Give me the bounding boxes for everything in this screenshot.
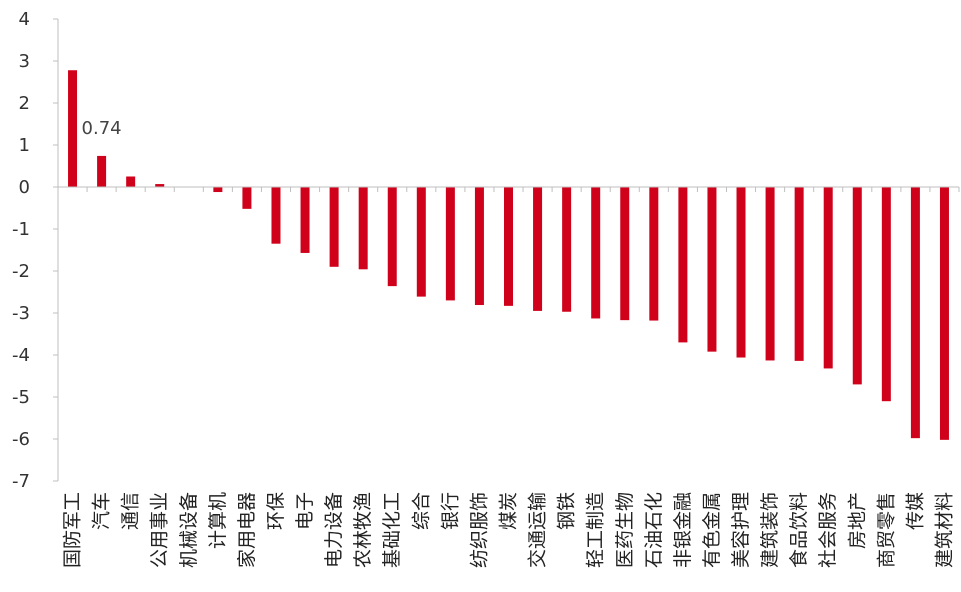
bar [155,184,165,187]
y-tick-label: -2 [12,261,30,282]
bar [794,187,804,361]
bar [533,187,543,311]
x-category-label: 国防军工 [62,492,84,568]
y-tick-label: -5 [12,387,30,408]
y-tick-label: 3 [19,51,30,72]
bar [707,187,717,352]
bar [329,187,339,267]
bar [852,187,862,385]
y-tick-label: 1 [19,135,30,156]
bar [939,187,949,440]
y-tick-label: -3 [12,303,30,324]
bars [68,70,949,440]
bar [591,187,601,319]
x-category-label: 建筑材料 [933,492,955,568]
y-tick-label: 0 [19,177,30,198]
x-category-label: 计算机 [207,492,229,549]
x-category-label: 房地产 [846,492,868,549]
x-category-label: 机械设备 [178,492,200,568]
x-category-label: 银行 [439,492,461,530]
y-tick-label: -4 [12,345,30,366]
y-tick-label: 4 [19,9,30,30]
bar [474,187,484,306]
bar [300,187,310,253]
bar [387,187,397,287]
bar [271,187,281,244]
bar [649,187,659,321]
x-category-label: 电子 [294,492,316,530]
x-category-label: 综合 [410,492,432,530]
y-tick-label: 2 [19,93,30,114]
x-category-label: 食品饮料 [788,492,810,568]
x-category-label: 纺织服饰 [468,492,490,568]
x-category-label: 汽车 [91,492,113,530]
bar [97,155,107,187]
bar [620,187,630,321]
bar [678,187,688,343]
bar [213,187,223,193]
x-category-label: 交通运输 [527,492,549,568]
bar [765,187,775,361]
x-category-label: 轻工制造 [585,492,607,568]
x-category-label: 基础化工 [381,492,403,568]
x-category-label: 石油石化 [643,492,665,568]
x-category-label: 钢铁 [556,492,578,530]
x-axis [57,186,960,192]
bar [910,187,920,439]
x-category-label: 有色金属 [701,492,723,568]
x-category-label: 社会服务 [817,492,839,568]
category-labels: 国防军工 汽车 通信 公用事业 机械设备 计算机 家用电器 环保 电子 电力设备 农林牧渔 基础化工综… [62,492,956,568]
bar [126,176,136,187]
x-category-label: 非银金融 [672,492,694,568]
bar [823,187,833,369]
bar [416,187,426,297]
bar [562,187,572,312]
x-category-label: 煤炭 [498,492,520,530]
x-category-label: 医药生物 [614,492,636,568]
bar [445,187,455,301]
x-category-label: 建筑装饰 [759,492,781,568]
bar [504,187,513,306]
x-category-label: 通信 [120,492,142,530]
bar [358,187,368,270]
x-category-label: 商贸零售 [875,492,897,568]
bar [736,187,746,358]
x-category-label: 家用电器 [236,492,258,568]
x-category-label: 环保 [265,492,287,530]
bar [881,187,891,402]
x-category-label: 美容护理 [730,492,752,568]
bar [242,187,252,209]
data-labels: 0.74 [82,118,122,139]
x-category-label: 传媒 [904,492,926,530]
y-tick-label: -6 [12,429,30,450]
bar-value-label: 0.74 [82,118,122,139]
y-axis: 4 3 2 1 0 -1 -2 -3 -4 -5 -6 -7 [12,9,59,492]
x-category-label: 电力设备 [323,492,345,568]
x-category-label: 公用事业 [149,492,171,568]
y-tick-label: -1 [12,219,30,240]
bar [68,70,78,187]
x-category-label: 农林牧渔 [352,492,374,568]
y-tick-label: -7 [12,471,30,492]
